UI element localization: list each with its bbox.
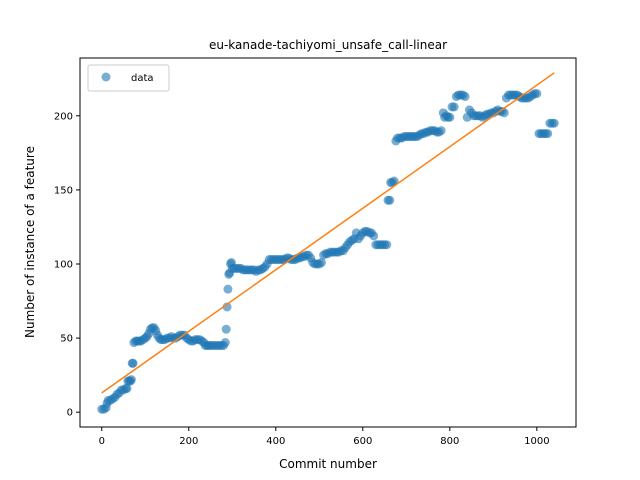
- data-point: [532, 89, 542, 99]
- plot-area: [97, 72, 559, 414]
- data-point: [449, 102, 459, 112]
- y-tick-label: 0: [67, 408, 73, 419]
- data-point: [126, 375, 136, 385]
- data-point: [382, 240, 392, 250]
- data-point: [316, 258, 326, 268]
- y-tick-label: 50: [60, 334, 73, 345]
- data-point: [445, 112, 455, 122]
- legend: data: [87, 64, 170, 92]
- x-tick-label: 0: [99, 436, 105, 447]
- x-tick-label: 1000: [524, 436, 549, 447]
- x-tick-label: 800: [440, 436, 459, 447]
- data-point: [223, 284, 233, 294]
- data-point: [389, 176, 399, 186]
- data-point: [220, 338, 230, 348]
- axes-frame: [79, 57, 577, 428]
- data-point: [543, 129, 553, 139]
- data-point: [122, 383, 132, 393]
- y-tick-label: 150: [54, 185, 73, 196]
- legend-marker-data: [101, 72, 111, 82]
- legend-box: [87, 64, 170, 92]
- legend-label-data: data: [131, 73, 154, 84]
- y-tick-label: 200: [54, 111, 73, 122]
- data-point: [128, 358, 138, 368]
- data-point: [460, 92, 470, 102]
- x-tick-label: 600: [353, 436, 372, 447]
- x-axis-label: Commit number: [279, 457, 377, 471]
- data-point: [221, 324, 231, 334]
- x-axis: 0 200 400 600 800 1000: [99, 427, 550, 447]
- data-point: [549, 118, 559, 128]
- fit-line: [101, 72, 555, 394]
- data-point: [222, 302, 232, 312]
- x-tick-label: 200: [179, 436, 198, 447]
- data-point: [385, 195, 395, 205]
- y-axis: 0 50 100 150 200: [54, 111, 80, 419]
- y-tick-label: 100: [54, 259, 73, 270]
- data-point: [369, 231, 379, 241]
- data-point: [436, 126, 446, 136]
- chart-title: eu-kanade-tachiyomi_unsafe_call-linear: [209, 38, 447, 52]
- x-tick-label: 400: [266, 436, 285, 447]
- y-axis-label: Number of instance of a feature: [23, 146, 37, 338]
